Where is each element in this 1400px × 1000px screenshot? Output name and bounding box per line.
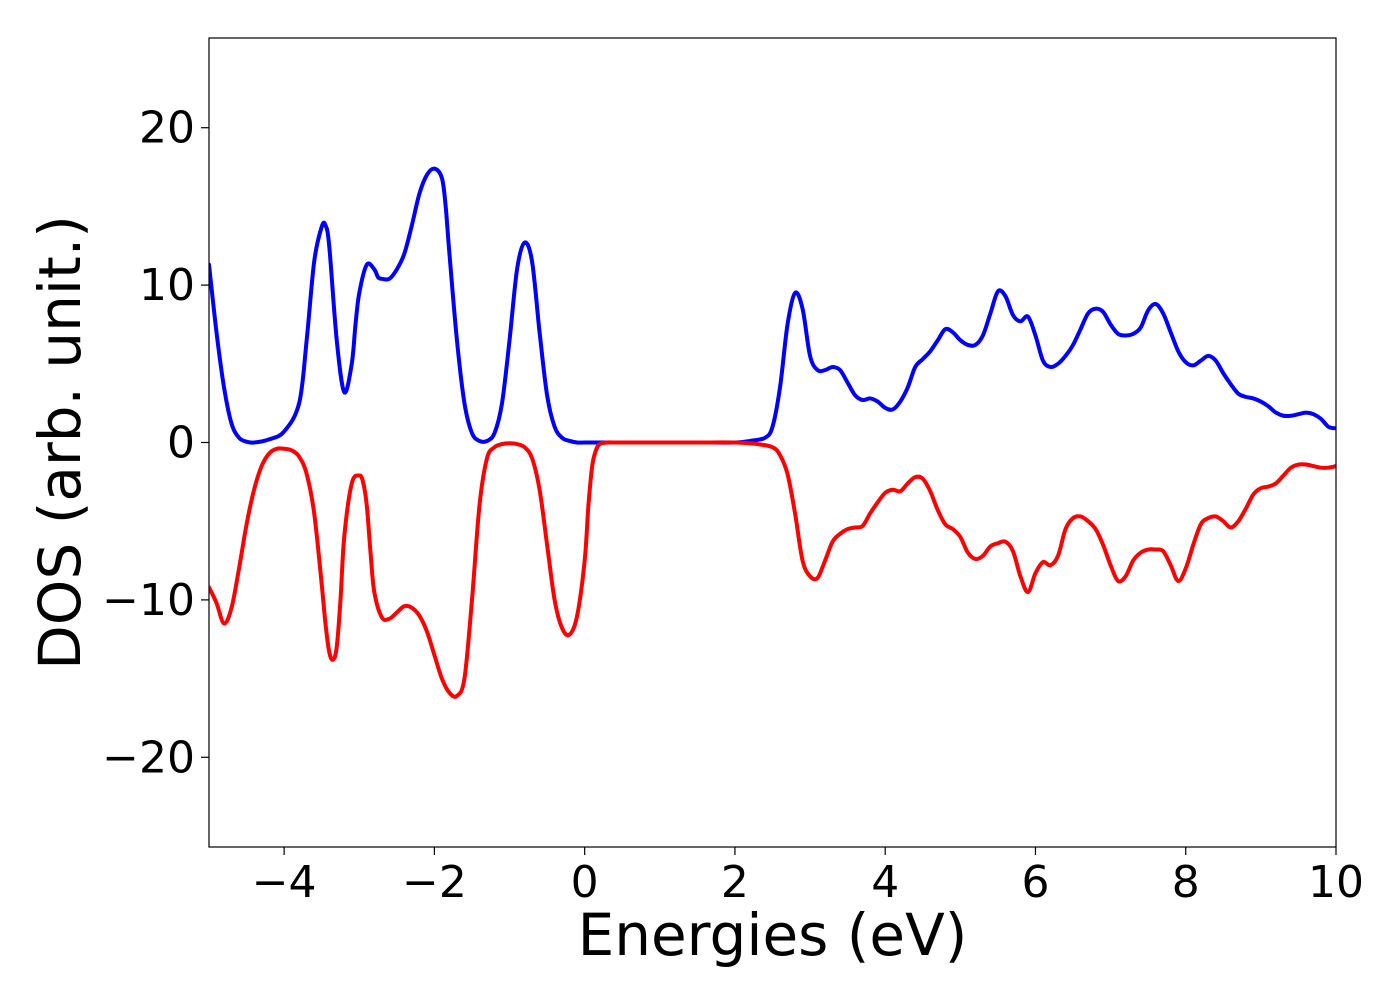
y-axis-title: DOS (arb. unit.) [26,215,94,670]
x-tick-label: 10 [1308,857,1364,908]
x-tick-label: 2 [721,857,749,908]
y-tick-label: −10 [102,575,195,626]
x-tick-label: −2 [402,857,467,908]
x-tick-label: 8 [1172,857,1200,908]
x-tick-label: 0 [571,857,599,908]
y-tick-label: 0 [167,418,195,469]
x-axis-title: Energies (eV) [578,901,968,969]
x-tick-label: 6 [1021,857,1049,908]
y-tick-label: 20 [139,103,195,154]
x-tick-label: 4 [871,857,899,908]
dos-line-spin-up [209,166,1336,445]
y-tick-label: −20 [102,732,195,783]
plot-frame [208,37,1337,848]
y-tick-label: 10 [139,260,195,311]
plot-area [209,166,1336,699]
x-tick-label: −4 [252,857,317,908]
dos-line-spin-down [209,440,1336,699]
